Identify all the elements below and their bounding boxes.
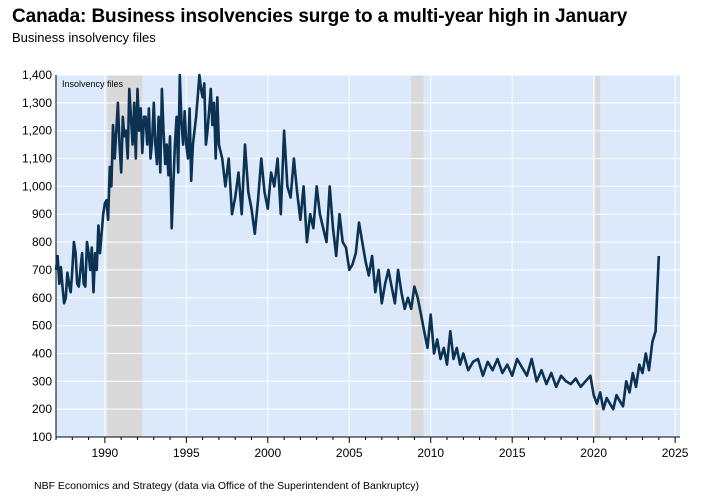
y-tick-label: 1,300 [22, 96, 52, 110]
y-tick-label: 1,000 [22, 179, 52, 193]
y-tick-label: 800 [32, 235, 52, 249]
y-tick-label: 900 [32, 207, 52, 221]
y-tick-label: 300 [32, 374, 52, 388]
x-tick-label: 1995 [173, 446, 200, 460]
y-tick-label: 200 [32, 402, 52, 416]
series-line-insolvency-files [54, 73, 661, 411]
x-tick-label: 2005 [336, 446, 363, 460]
y-tick-label: 600 [32, 291, 52, 305]
y-tick-label: 400 [32, 346, 52, 360]
series-label: Insolvency files [62, 79, 124, 89]
y-tick-label: 1,400 [22, 68, 52, 82]
chart-title: Canada: Business insolvencies surge to a… [12, 6, 628, 27]
y-tick-label: 1,200 [22, 124, 52, 138]
recession-band [411, 75, 424, 437]
x-tick-label: 2025 [662, 446, 689, 460]
x-tick-label: 2015 [499, 446, 526, 460]
y-tick-label: 700 [32, 263, 52, 277]
chart-subtitle: Business insolvency files [12, 30, 156, 45]
x-tick-label: 2010 [417, 446, 444, 460]
x-tick-label: 2020 [580, 446, 607, 460]
x-tick-label: 2000 [254, 446, 281, 460]
recession-band [595, 75, 601, 437]
y-tick-label: 100 [32, 430, 52, 444]
source-note: NBF Economics and Strategy (data via Off… [34, 480, 420, 492]
y-tick-label: 1,100 [22, 152, 52, 166]
x-tick-label: 1990 [92, 446, 119, 460]
y-tick-label: 500 [32, 319, 52, 333]
